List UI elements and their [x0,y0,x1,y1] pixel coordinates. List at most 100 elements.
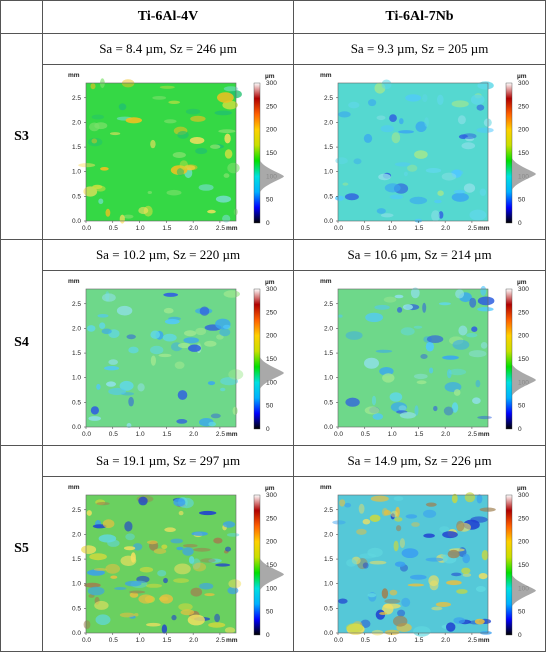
x-tick-label: 1.0 [136,431,145,438]
colorbar-tick-label: 100 [266,379,277,386]
y-tick-label: 1.0 [324,581,333,588]
y-tick-label: 1.5 [324,556,333,563]
stats-s5-ti6al4v: Sa = 19.1 µm, Sz = 297 µm [42,445,294,477]
colorbar-tick-label: 150 [518,356,529,363]
y-tick-label: 0.5 [72,399,81,406]
x-tick-label: 1.5 [414,225,423,232]
x-axis-unit: mm [226,637,238,644]
colorbar-tick-label: 200 [266,539,277,546]
x-tick-label: 1.5 [162,431,171,438]
y-tick-label: 2.5 [324,301,333,308]
x-tick-label: 1.0 [387,431,396,438]
surface-map-s5-ti6al7nb: mm mm 0.0 0.5 1.0 1.5 2.0 2.5 0.0 0.5 1.0 1.5 2.0 2.5… [296,477,544,651]
y-tick-label: 0.0 [324,424,333,431]
row-label-s4: S4 [0,239,43,446]
y-axis-unit: mm [68,72,80,79]
colorbar-tick-label: 200 [518,333,529,340]
x-tick-label: 2.5 [216,431,225,438]
colorbar-tick-label: 250 [518,515,529,522]
height-histogram [260,160,284,193]
row-label-s3: S3 [0,33,43,240]
y-tick-label: 0.0 [72,630,81,637]
x-tick-label: 0.0 [334,637,343,644]
colorbar-tick-label: 250 [266,309,277,316]
y-axis-unit: mm [320,484,332,491]
x-axis-unit: mm [226,225,238,232]
surface-map-s4-ti6al4v: mm mm 0.0 0.5 1.0 1.5 2.0 2.5 0.0 0.5 1.0 1.5 2.0 2.5… [44,271,292,445]
colorbar-tick-label: 0 [266,220,270,227]
colorbar [253,494,261,636]
colorbar-tick-label: 300 [518,286,529,293]
row-label-s5: S5 [0,445,43,652]
y-tick-label: 0.0 [72,218,81,225]
x-axis-unit: mm [478,637,490,644]
y-tick-label: 0.5 [324,605,333,612]
y-tick-label: 2.5 [324,507,333,514]
y-tick-label: 0.0 [324,630,333,637]
colorbar [253,82,261,224]
header-ti6al4v: Ti-6Al-4V [42,0,294,34]
colorbar-tick-label: 50 [518,403,526,410]
surface-map-s3-ti6al4v: mm mm 0.0 0.5 1.0 1.5 2.0 2.5 0.0 0.5 1.0 1.5 2.0 2.5… [44,65,292,239]
x-tick-label: 2.0 [441,431,450,438]
colorbar-tick-label: 250 [266,103,277,110]
x-tick-label: 0.5 [109,431,118,438]
height-histogram [260,558,284,591]
y-tick-label: 1.5 [72,144,81,151]
x-tick-label: 1.5 [162,637,171,644]
x-tick-label: 0.0 [334,431,343,438]
y-tick-label: 2.0 [72,531,81,538]
x-tick-label: 0.5 [360,431,369,438]
x-tick-label: 0.0 [82,431,91,438]
colorbar-tick-label: 150 [266,356,277,363]
x-tick-label: 1.0 [387,225,396,232]
colorbar-unit: µm [517,279,527,286]
colorbar-unit: µm [265,485,275,492]
x-tick-label: 1.5 [414,637,423,644]
colorbar-tick-label: 0 [518,220,522,227]
x-axis-unit: mm [226,431,238,438]
colorbar-tick-label: 0 [518,632,522,639]
y-tick-label: 1.5 [72,556,81,563]
colorbar-tick-label: 0 [266,426,270,433]
colorbar-unit: µm [517,73,527,80]
x-tick-label: 0.0 [82,637,91,644]
colorbar-unit: µm [265,73,275,80]
x-tick-label: 1.0 [136,225,145,232]
x-tick-label: 2.5 [467,431,476,438]
y-tick-label: 0.5 [72,193,81,200]
x-tick-label: 2.5 [216,637,225,644]
colorbar-tick-label: 150 [518,150,529,157]
colorbar-tick-label: 150 [266,562,277,569]
x-tick-label: 1.5 [414,431,423,438]
x-tick-label: 0.0 [334,225,343,232]
colorbar-tick-label: 0 [518,426,522,433]
height-histogram [511,574,536,607]
x-tick-label: 2.0 [189,637,198,644]
colorbar [505,82,512,224]
y-tick-label: 2.0 [72,119,81,126]
y-axis-unit: mm [320,72,332,79]
y-tick-label: 1.5 [324,350,333,357]
y-axis-unit: mm [320,278,332,285]
x-axis-unit: mm [478,431,490,438]
surface-map-s4-ti6al7nb: mm mm 0.0 0.5 1.0 1.5 2.0 2.5 0.0 0.5 1.0 1.5 2.0 2.5… [296,271,544,445]
height-histogram [511,364,536,396]
colorbar-tick-label: 200 [266,127,277,134]
y-tick-label: 1.5 [72,350,81,357]
y-tick-label: 0.0 [72,424,81,431]
stats-s5-ti6al7nb: Sa = 14.9 µm, Sz = 226 µm [293,445,546,477]
height-map [337,289,488,427]
y-tick-label: 0.5 [324,399,333,406]
header-ti6al7nb: Ti-6Al-7Nb [293,0,546,34]
colorbar-tick-label: 300 [266,492,277,499]
y-tick-label: 1.0 [72,581,81,588]
colorbar-tick-label: 250 [518,103,529,110]
x-tick-label: 2.0 [441,225,450,232]
x-tick-label: 2.5 [467,637,476,644]
y-tick-label: 0.5 [324,193,333,200]
colorbar-tick-label: 200 [266,333,277,340]
x-tick-label: 0.5 [360,637,369,644]
y-tick-label: 2.0 [324,531,333,538]
surface-map-s3-ti6al7nb: mm mm 0.0 0.5 1.0 1.5 2.0 2.5 0.0 0.5 1.0 1.5 2.0 2.5… [296,65,544,239]
